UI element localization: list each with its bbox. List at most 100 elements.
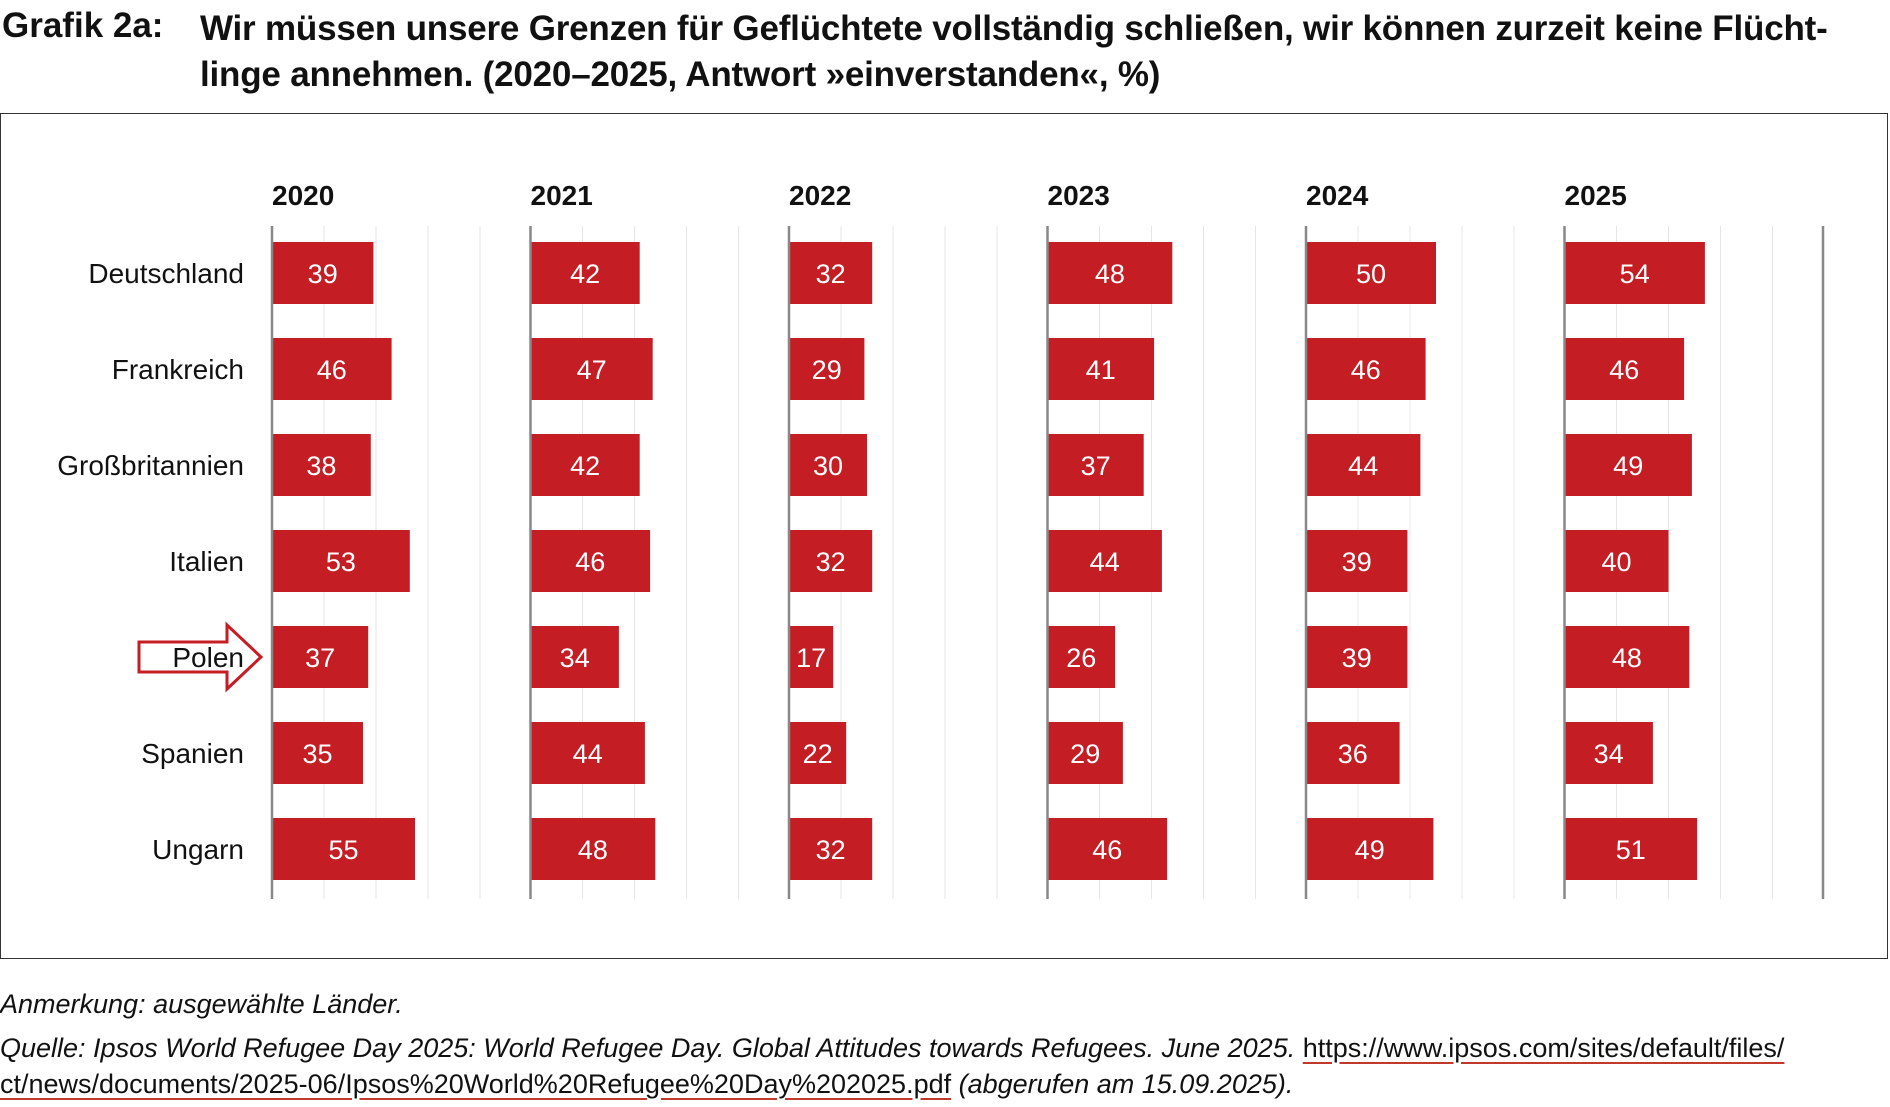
bar-2024-Deutschland xyxy=(1306,242,1436,304)
year-header: 2023 xyxy=(1048,180,1110,211)
bar-2024-Ungarn xyxy=(1306,818,1434,880)
bar-2020-Italien xyxy=(272,530,410,592)
bar-2020-Spanien xyxy=(272,722,363,784)
source-link-part2[interactable]: ct/news/documents/2025-06/Ipsos%20World%… xyxy=(0,1069,952,1099)
bar-2021-Frankreich xyxy=(530,338,653,400)
data-label: 48 xyxy=(1095,259,1125,289)
bar-2020-Großbritannien xyxy=(272,434,371,496)
data-label: 46 xyxy=(1609,355,1639,385)
data-label: 46 xyxy=(1351,355,1381,385)
category-label: Spanien xyxy=(141,738,244,769)
source-link-part1[interactable]: https://www.ipsos.com/sites/default/file… xyxy=(1302,1033,1785,1063)
bar-2022-Italien xyxy=(789,530,873,592)
data-label: 39 xyxy=(308,259,338,289)
bar-2025-Polen xyxy=(1564,626,1690,688)
data-label: 35 xyxy=(302,739,332,769)
data-label: 29 xyxy=(812,355,842,385)
data-label: 39 xyxy=(1342,643,1372,673)
bar-2025-Frankreich xyxy=(1564,338,1685,400)
footnotes: Anmerkung: ausgewählte Länder. Quelle: I… xyxy=(0,978,1890,1102)
bar-2025-Spanien xyxy=(1564,722,1653,784)
category-label: Frankreich xyxy=(112,354,244,385)
bar-2023-Ungarn xyxy=(1047,818,1168,880)
data-label: 36 xyxy=(1338,739,1368,769)
data-label: 49 xyxy=(1355,835,1385,865)
bar-2024-Frankreich xyxy=(1306,338,1426,400)
bar-2022-Frankreich xyxy=(789,338,865,400)
bar-2025-Großbritannien xyxy=(1564,434,1692,496)
year-header: 2020 xyxy=(272,180,334,211)
data-label: 47 xyxy=(577,355,607,385)
category-label: Deutschland xyxy=(88,258,244,289)
data-label: 38 xyxy=(306,451,336,481)
data-label: 44 xyxy=(573,739,603,769)
data-label: 54 xyxy=(1620,259,1650,289)
data-label: 46 xyxy=(1092,835,1122,865)
category-label: Polen xyxy=(172,642,244,673)
bar-2023-Großbritannien xyxy=(1047,434,1144,496)
figure-label: Grafik 2a: xyxy=(2,6,164,45)
data-label: 41 xyxy=(1086,355,1116,385)
data-label: 53 xyxy=(326,547,356,577)
data-label: 32 xyxy=(816,259,846,289)
data-label: 50 xyxy=(1356,259,1386,289)
data-label: 49 xyxy=(1613,451,1643,481)
category-label: Ungarn xyxy=(152,834,244,865)
year-header: 2022 xyxy=(789,180,851,211)
data-label: 37 xyxy=(1081,451,1111,481)
bar-2024-Polen xyxy=(1306,626,1408,688)
figure-title: Wir müssen unsere Grenzen für Geflüchtet… xyxy=(200,9,1828,94)
bar-2022-Spanien xyxy=(789,722,847,784)
data-label: 44 xyxy=(1090,547,1120,577)
data-label: 44 xyxy=(1348,451,1378,481)
data-label: 39 xyxy=(1342,547,1372,577)
bar-2020-Polen xyxy=(272,626,369,688)
data-label: 46 xyxy=(317,355,347,385)
bar-2021-Deutschland xyxy=(530,242,640,304)
bar-2021-Spanien xyxy=(530,722,645,784)
bar-2024-Spanien xyxy=(1306,722,1400,784)
bar-2023-Frankreich xyxy=(1047,338,1155,400)
data-label: 34 xyxy=(1594,739,1624,769)
data-label: 30 xyxy=(813,451,843,481)
data-label: 32 xyxy=(816,835,846,865)
bar-2020-Frankreich xyxy=(272,338,392,400)
bar-2023-Polen xyxy=(1047,626,1116,688)
bar-2022-Ungarn xyxy=(789,818,873,880)
source-prefix: Quelle: Ipsos World Refugee Day 2025: Wo… xyxy=(0,1033,1296,1063)
data-label: 51 xyxy=(1616,835,1646,865)
source-note: Quelle: Ipsos World Refugee Day 2025: Wo… xyxy=(0,1030,1890,1066)
bar-2024-Großbritannien xyxy=(1306,434,1421,496)
category-label: Großbritannien xyxy=(57,450,244,481)
data-label: 34 xyxy=(560,643,590,673)
source-suffix: (abgerufen am 15.09.2025). xyxy=(958,1069,1294,1099)
data-label: 42 xyxy=(570,259,600,289)
bar-2025-Italien xyxy=(1564,530,1669,592)
data-label: 17 xyxy=(796,643,826,673)
bar-2025-Deutschland xyxy=(1564,242,1705,304)
bar-2021-Großbritannien xyxy=(530,434,640,496)
data-label: 48 xyxy=(578,835,608,865)
bar-2022-Deutschland xyxy=(789,242,873,304)
data-label: 29 xyxy=(1070,739,1100,769)
category-label: Italien xyxy=(169,546,244,577)
data-label: 46 xyxy=(575,547,605,577)
bar-2023-Italien xyxy=(1047,530,1162,592)
bar-2024-Italien xyxy=(1306,530,1408,592)
remark-note: Anmerkung: ausgewählte Länder. xyxy=(0,989,403,1019)
bar-2021-Ungarn xyxy=(530,818,656,880)
data-label: 48 xyxy=(1612,643,1642,673)
bar-2025-Ungarn xyxy=(1564,818,1698,880)
year-header: 2025 xyxy=(1565,180,1627,211)
bar-2020-Ungarn xyxy=(272,818,415,880)
highlight-arrow-icon xyxy=(137,621,264,693)
bar-2020-Deutschland xyxy=(272,242,374,304)
bar-2023-Deutschland xyxy=(1047,242,1173,304)
source-note-cont: ct/news/documents/2025-06/Ipsos%20World%… xyxy=(0,1066,1890,1102)
data-label: 40 xyxy=(1601,547,1631,577)
data-label: 22 xyxy=(803,739,833,769)
data-label: 55 xyxy=(328,835,358,865)
bar-2021-Polen xyxy=(530,626,619,688)
bar-2023-Spanien xyxy=(1047,722,1123,784)
bar-2022-Polen xyxy=(789,626,834,688)
